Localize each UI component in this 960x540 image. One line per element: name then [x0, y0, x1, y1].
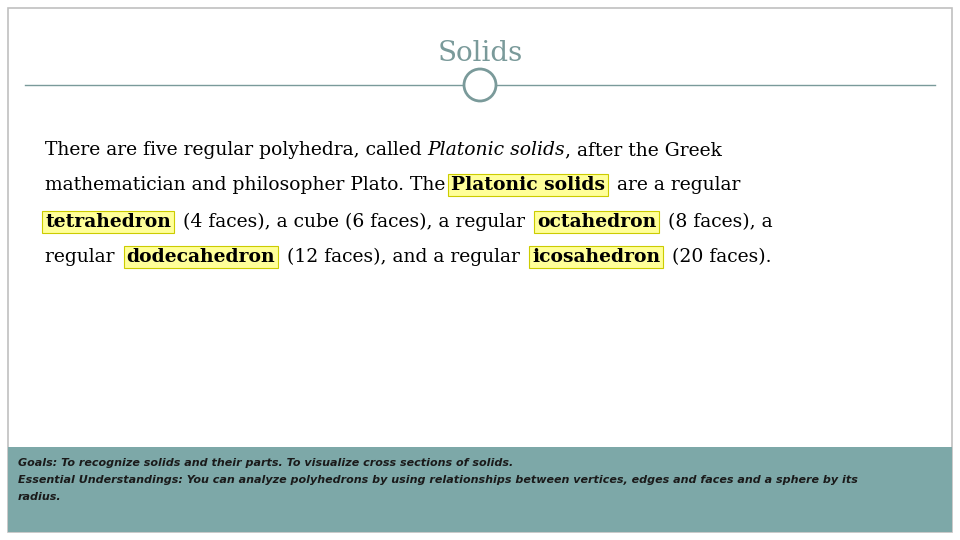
Text: are a regular: are a regular [606, 176, 741, 194]
Text: octahedron: octahedron [537, 213, 656, 231]
Text: , after the Greek: , after the Greek [565, 141, 722, 159]
Text: tetrahedron: tetrahedron [45, 213, 171, 231]
FancyBboxPatch shape [8, 447, 952, 532]
Text: mathematician and philosopher Plato. The: mathematician and philosopher Plato. The [45, 176, 451, 194]
Text: Essential Understandings: You can analyze polyhedrons by using relationships bet: Essential Understandings: You can analyz… [18, 475, 858, 485]
Text: (8 faces), a: (8 faces), a [656, 213, 773, 231]
Text: (20 faces).: (20 faces). [660, 248, 772, 266]
Text: regular: regular [45, 248, 127, 266]
Text: Platonic solids: Platonic solids [451, 176, 606, 194]
Circle shape [464, 69, 496, 101]
Text: Solids: Solids [438, 40, 522, 67]
Text: Platonic solids: Platonic solids [427, 141, 565, 159]
Text: (4 faces), a cube (6 faces), a regular: (4 faces), a cube (6 faces), a regular [171, 213, 537, 231]
Text: icosahedron: icosahedron [532, 248, 660, 266]
Text: dodecahedron: dodecahedron [127, 248, 276, 266]
FancyBboxPatch shape [534, 211, 660, 233]
FancyBboxPatch shape [42, 211, 174, 233]
FancyBboxPatch shape [448, 174, 609, 196]
FancyBboxPatch shape [8, 8, 952, 532]
Text: Goals: To recognize solids and their parts. To visualize cross sections of solid: Goals: To recognize solids and their par… [18, 458, 514, 468]
Text: (12 faces), and a regular: (12 faces), and a regular [276, 248, 532, 266]
FancyBboxPatch shape [529, 246, 663, 268]
FancyBboxPatch shape [124, 246, 278, 268]
Text: There are five regular polyhedra, called: There are five regular polyhedra, called [45, 141, 427, 159]
Text: radius.: radius. [18, 492, 61, 502]
